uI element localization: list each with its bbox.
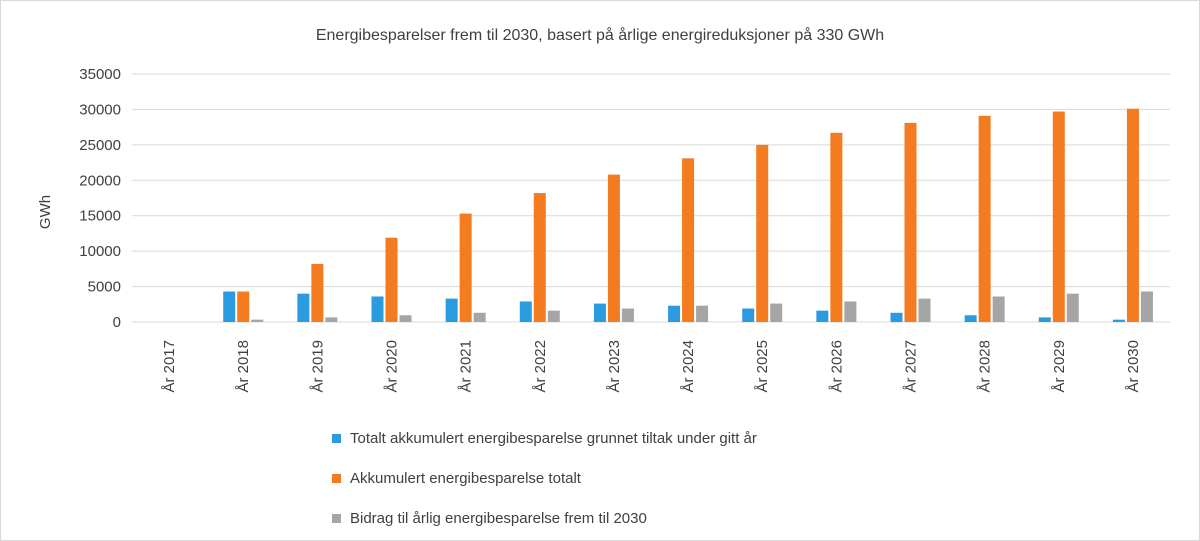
legend-swatch <box>332 433 341 443</box>
bar-3-11 <box>918 298 931 322</box>
bar-1-13 <box>1038 317 1051 322</box>
bar-2-13 <box>1052 111 1065 322</box>
x-tick-label: År 2024 <box>680 340 697 393</box>
legend-swatch <box>332 513 341 523</box>
gridlines <box>132 73 1170 323</box>
bar-2-12 <box>978 115 991 322</box>
chart-title: Energibesparelser frem til 2030, basert … <box>316 26 884 44</box>
bar-3-13 <box>1066 293 1079 322</box>
bar-2-3 <box>311 263 324 322</box>
x-tick-label: År 2025 <box>754 340 771 393</box>
x-tick-label: År 2020 <box>384 340 401 393</box>
legend-label: Totalt akkumulert energibesparelse grunn… <box>350 429 757 447</box>
legend-label: Akkumulert energibesparelse totalt <box>350 469 581 487</box>
x-tick-label: År 2018 <box>235 340 252 393</box>
bar-3-3 <box>325 317 338 322</box>
bar-1-8 <box>668 305 681 322</box>
legend-item-2: Akkumulert energibesparelse totalt <box>332 458 1032 498</box>
y-tick-label: 20000 <box>79 172 121 189</box>
x-tick-label: År 2017 <box>161 340 178 393</box>
bar-1-10 <box>816 310 829 322</box>
y-tick-label: 35000 <box>79 66 121 83</box>
bar-3-10 <box>844 301 857 322</box>
legend: Totalt akkumulert energibesparelse grunn… <box>332 418 1032 538</box>
bar-2-8 <box>682 158 695 322</box>
bar-1-2 <box>223 291 236 322</box>
y-tick-labels: 0 5000 10000 15000 20000 25000 30000 35000 <box>79 66 121 331</box>
bar-2-2 <box>237 291 250 322</box>
bar-1-12 <box>964 315 977 322</box>
legend-item-1: Totalt akkumulert energibesparelse grunn… <box>332 418 1032 458</box>
bar-1-9 <box>742 308 755 322</box>
bar-2-4 <box>385 237 398 322</box>
bar-1-11 <box>890 312 903 322</box>
x-tick-label: År 2021 <box>458 340 475 393</box>
x-tick-label: År 2022 <box>532 340 549 393</box>
bar-3-2 <box>251 319 264 322</box>
bar-2-9 <box>756 144 769 322</box>
y-tick-label: 10000 <box>79 243 121 260</box>
bar-3-9 <box>770 303 783 322</box>
bar-2-5 <box>459 213 472 322</box>
y-tick-label: 30000 <box>79 101 121 118</box>
x-tick-label: År 2028 <box>977 340 994 393</box>
bar-2-6 <box>533 193 546 322</box>
bar-3-6 <box>547 310 560 322</box>
bar-1-3 <box>297 293 310 322</box>
bar-3-4 <box>399 315 412 322</box>
bar-1-5 <box>445 298 458 322</box>
bars <box>223 108 1153 323</box>
bar-3-7 <box>621 308 634 322</box>
y-tick-label: 0 <box>113 314 121 331</box>
bar-1-4 <box>371 296 384 322</box>
y-tick-label: 25000 <box>79 137 121 154</box>
x-tick-label: År 2030 <box>1125 340 1142 393</box>
bar-3-8 <box>696 305 709 322</box>
bar-3-12 <box>992 296 1005 322</box>
x-tick-label: År 2027 <box>903 340 920 393</box>
bar-2-10 <box>830 132 843 322</box>
legend-label: Bidrag til årlig energibesparelse frem t… <box>350 509 647 527</box>
bar-2-14 <box>1126 108 1139 322</box>
x-tick-label: År 2026 <box>828 340 845 393</box>
bar-3-5 <box>473 312 486 322</box>
bar-1-7 <box>593 303 606 322</box>
bar-1-6 <box>519 301 532 322</box>
y-axis-label: GWh <box>37 195 54 229</box>
x-tick-label: År 2029 <box>1051 340 1068 393</box>
y-tick-label: 5000 <box>88 279 121 296</box>
y-tick-label: 15000 <box>79 208 121 225</box>
legend-swatch <box>332 473 341 483</box>
legend-item-3: Bidrag til årlig energibesparelse frem t… <box>332 498 1032 538</box>
x-tick-labels: År 2017 År 2018 År 2019 År 2020 År 2021 År 20… <box>161 340 1142 393</box>
x-tick-label: År 2023 <box>606 340 623 393</box>
bar-2-7 <box>607 174 620 322</box>
bar-3-14 <box>1140 291 1153 322</box>
bar-2-11 <box>904 122 917 323</box>
x-tick-label: År 2019 <box>309 340 326 393</box>
bar-1-14 <box>1112 319 1125 322</box>
